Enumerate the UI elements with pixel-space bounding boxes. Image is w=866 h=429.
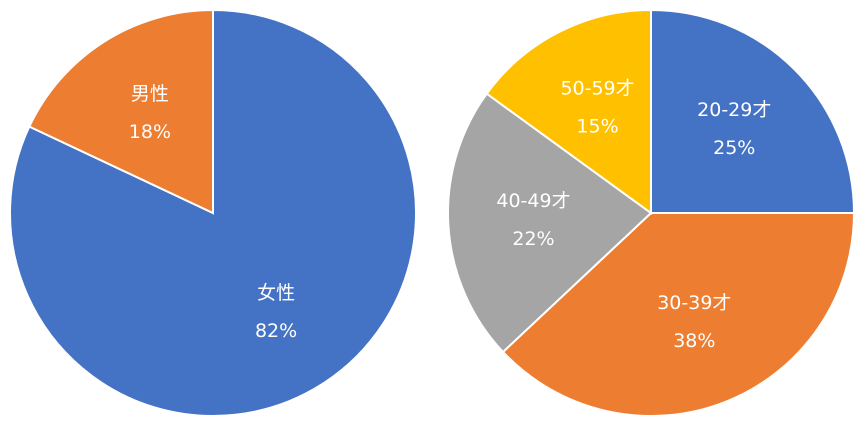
slice-value-label: 15% bbox=[576, 116, 618, 138]
slice-label: 女性 bbox=[257, 282, 295, 304]
pie-slice bbox=[501, 212, 856, 417]
pie-slice bbox=[650, 8, 856, 214]
pie-slice bbox=[485, 8, 652, 215]
slice-value-label: 38% bbox=[673, 330, 715, 352]
slice-value-label: 25% bbox=[713, 137, 755, 159]
slice-value-label: 22% bbox=[512, 228, 554, 250]
slice-label: 50-59才 bbox=[560, 78, 634, 100]
slice-label: 男性 bbox=[131, 83, 169, 105]
slice-value-label: 82% bbox=[255, 320, 297, 342]
pie-slice bbox=[27, 8, 214, 215]
slice-value-label: 18% bbox=[129, 121, 171, 143]
slice-label: 40-49才 bbox=[496, 190, 570, 212]
pie-slice bbox=[447, 92, 653, 354]
slice-label: 30-39才 bbox=[657, 292, 731, 314]
slice-label: 20-29才 bbox=[697, 99, 771, 121]
